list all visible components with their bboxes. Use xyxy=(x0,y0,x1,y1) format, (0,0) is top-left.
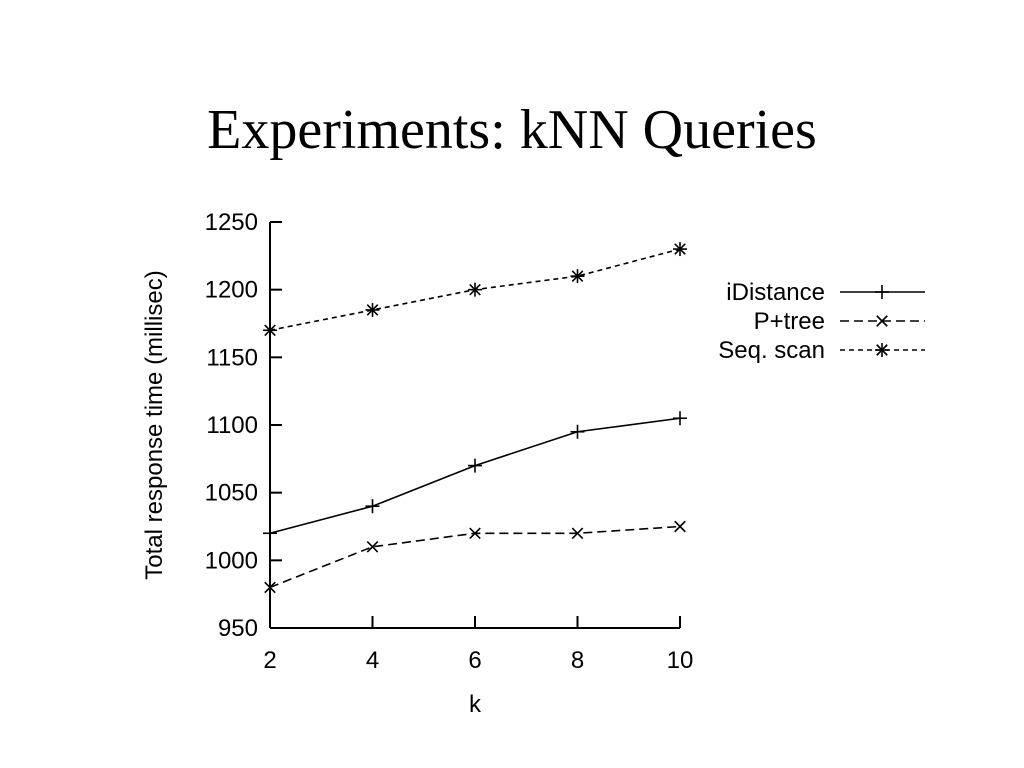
x-ticks: 2 4 6 8 10 xyxy=(263,616,693,674)
data-point-marker xyxy=(469,527,481,540)
data-point-marker xyxy=(264,581,276,594)
data-point-marker xyxy=(673,411,687,426)
data-point-marker xyxy=(366,540,379,553)
legend-marker xyxy=(876,315,888,327)
series-layer xyxy=(263,242,687,594)
data-point-marker xyxy=(263,323,277,338)
series-p-tree xyxy=(264,520,686,594)
data-point-marker xyxy=(365,499,380,514)
y-tick-label: 1100 xyxy=(206,412,258,439)
y-tick-label: 1200 xyxy=(205,277,258,304)
legend-label: iDistance xyxy=(726,279,825,306)
y-tick-label: 1250 xyxy=(205,209,258,236)
data-point-marker xyxy=(570,269,585,284)
data-point-marker xyxy=(570,424,585,439)
data-point-marker xyxy=(365,302,380,317)
x-tick-label: 6 xyxy=(468,647,481,674)
legend-item: P+tree xyxy=(754,308,925,335)
legend-marker xyxy=(875,343,889,357)
y-ticks: 950 1000 1050 1100 1150 1200 1250 xyxy=(205,209,282,642)
data-point-marker xyxy=(571,527,584,540)
data-point-marker xyxy=(468,282,482,297)
data-point-marker xyxy=(673,242,687,257)
series-line xyxy=(269,525,681,589)
y-tick-label: 1000 xyxy=(205,547,258,574)
data-point-marker xyxy=(674,520,686,533)
x-axis-label: k xyxy=(469,691,482,718)
x-tick-label: 8 xyxy=(571,647,584,674)
slide-title: Experiments: kNN Queries xyxy=(207,99,817,161)
legend-item: iDistance xyxy=(726,279,925,306)
series-line xyxy=(269,417,681,535)
legend-marker xyxy=(875,285,889,299)
legend-label: Seq. scan xyxy=(718,337,825,364)
y-tick-label: 950 xyxy=(218,615,258,642)
y-tick-label: 1050 xyxy=(205,480,258,507)
y-tick-label: 1150 xyxy=(206,344,258,371)
data-point-marker xyxy=(468,458,482,473)
legend-label: P+tree xyxy=(754,308,825,335)
legend-item: Seq. scan xyxy=(718,337,925,364)
series-idistance xyxy=(263,411,687,541)
x-tick-label: 2 xyxy=(263,647,276,674)
x-tick-label: 10 xyxy=(667,647,694,674)
x-tick-label: 4 xyxy=(366,647,379,674)
y-axis-label: Total response time (millisec) xyxy=(141,270,168,579)
series-seq-scan xyxy=(263,242,687,338)
data-point-marker xyxy=(263,526,277,541)
